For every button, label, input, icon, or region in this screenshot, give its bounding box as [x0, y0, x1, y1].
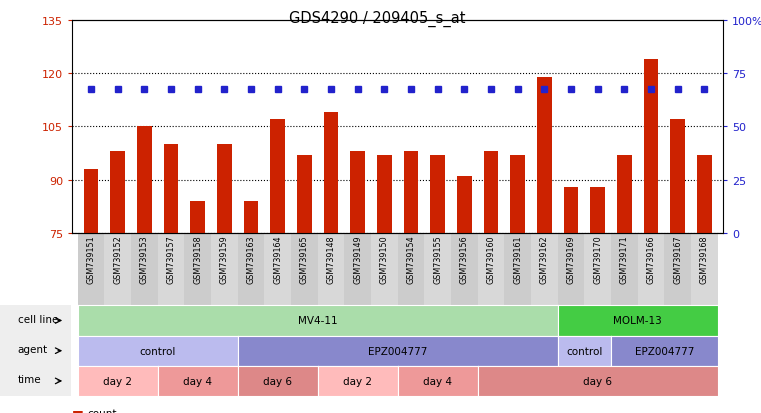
Text: MOLM-13: MOLM-13	[613, 316, 662, 326]
Text: time: time	[18, 375, 41, 385]
Bar	[697, 155, 712, 233]
Text: count: count	[88, 408, 117, 413]
Text: day 4: day 4	[423, 376, 452, 386]
Bar	[537, 77, 552, 233]
Text: day 6: day 6	[583, 376, 612, 386]
Bar	[670, 120, 685, 233]
Bar	[190, 202, 205, 233]
Text: cell line: cell line	[18, 314, 58, 324]
Bar	[323, 113, 339, 233]
Bar	[644, 59, 658, 233]
Bar	[244, 202, 258, 233]
Text: GDS4290 / 209405_s_at: GDS4290 / 209405_s_at	[289, 10, 466, 26]
Text: day 4: day 4	[183, 376, 212, 386]
Text: control: control	[139, 346, 176, 356]
Text: EPZ004777: EPZ004777	[635, 346, 694, 356]
Text: day 6: day 6	[263, 376, 292, 386]
Bar	[511, 155, 525, 233]
Bar	[110, 152, 125, 233]
Text: control: control	[566, 346, 603, 356]
Bar	[164, 145, 178, 233]
Bar	[591, 187, 605, 233]
Bar	[217, 145, 231, 233]
Bar	[270, 120, 285, 233]
Bar	[297, 155, 311, 233]
Bar	[403, 152, 419, 233]
Bar	[564, 187, 578, 233]
Bar	[457, 177, 472, 233]
Bar	[137, 127, 151, 233]
Bar	[84, 169, 98, 233]
Text: ■: ■	[72, 407, 84, 413]
Bar	[617, 155, 632, 233]
Text: MV4-11: MV4-11	[298, 316, 337, 326]
Bar	[430, 155, 445, 233]
Text: agent: agent	[18, 344, 48, 354]
Text: EPZ004777: EPZ004777	[368, 346, 428, 356]
Text: day 2: day 2	[103, 376, 132, 386]
Bar	[484, 152, 498, 233]
Bar	[377, 155, 392, 233]
Bar	[350, 152, 365, 233]
Text: day 2: day 2	[343, 376, 372, 386]
